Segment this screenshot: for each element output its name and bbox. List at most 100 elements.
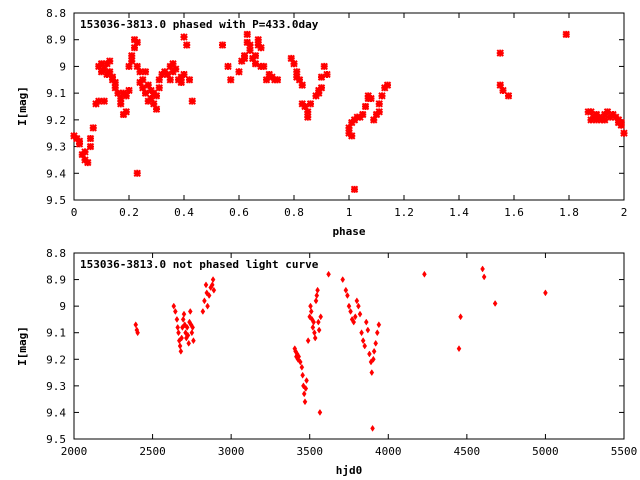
unphased-panel: 153036-3813.0 not phased light curve hjd…: [16, 247, 637, 477]
unphased-ytick-label: 9.2: [46, 353, 66, 366]
phased-data-point: [246, 46, 254, 55]
unphased-points: [133, 265, 548, 432]
phased-data-point: [152, 105, 161, 113]
phased-data-point: [188, 97, 196, 105]
phased-panel: 153036-3813.0 phased with P=433.0day pha…: [16, 7, 628, 238]
unphased-data-point: [173, 308, 178, 315]
unphased-data-point: [369, 369, 375, 377]
unphased-data-point: [348, 308, 353, 315]
phased-points: [70, 30, 628, 194]
unphased-xtick-label: 4500: [454, 445, 481, 458]
unphased-xtick-label: 4000: [375, 445, 402, 458]
unphased-data-point: [326, 270, 331, 278]
phased-data-point: [499, 86, 507, 95]
phased-data-point: [163, 70, 172, 79]
unphased-data-point: [356, 302, 361, 310]
phased-data-point: [246, 41, 254, 49]
phased-data-point: [317, 73, 326, 81]
unphased-xtick-label: 2000: [61, 445, 88, 458]
unphased-data-point: [370, 424, 375, 432]
phased-ylabel: I[mag]: [16, 86, 29, 126]
phased-data-point: [251, 52, 260, 60]
phased-data-point: [97, 60, 106, 68]
phased-data-point: [86, 134, 95, 143]
phased-data-point: [155, 76, 163, 84]
unphased-data-point: [492, 300, 498, 307]
phased-data-point: [152, 92, 161, 100]
unphased-ytick-label: 9.4: [46, 406, 66, 419]
unphased-data-point: [456, 345, 462, 353]
phased-data-point: [125, 86, 133, 95]
phased-data-point: [383, 81, 392, 89]
phased-data-point: [122, 108, 130, 116]
phased-data-point: [601, 116, 609, 124]
phased-data-point: [81, 148, 89, 156]
phased-ytick-label: 9: [59, 60, 66, 73]
unphased-data-point: [374, 329, 380, 337]
phased-data-point: [240, 54, 249, 63]
phased-data-point: [295, 76, 304, 84]
unphased-data-point: [181, 310, 187, 318]
phased-data-point: [254, 36, 262, 44]
phased-xtick-label: 1.4: [449, 206, 469, 219]
phased-data-point: [75, 140, 84, 148]
unphased-data-point: [308, 308, 314, 315]
phased-data-point: [257, 44, 265, 52]
unphased-data-point: [363, 318, 369, 326]
unphased-xtick-label: 5000: [532, 445, 559, 458]
phased-data-point: [298, 81, 306, 89]
unphased-ytick-label: 8.9: [46, 274, 66, 287]
unphased-data-point: [312, 329, 317, 337]
phased-xtick-label: 1.8: [559, 206, 579, 219]
unphased-data-point: [135, 329, 140, 337]
phased-data-point: [111, 78, 119, 87]
unphased-xlabel: hjd0: [336, 464, 363, 477]
unphased-data-point: [305, 337, 311, 345]
phased-data-point: [345, 124, 353, 132]
phased-ytick-label: 8.8: [46, 7, 66, 20]
unphased-data-point: [376, 321, 382, 329]
phased-data-point: [603, 108, 612, 116]
phased-data-point: [108, 73, 117, 81]
unphased-data-point: [351, 318, 357, 326]
phased-data-point: [378, 92, 386, 100]
unphased-data-point: [481, 273, 487, 281]
phased-data-point: [133, 169, 141, 177]
phased-data-point: [370, 116, 378, 124]
unphased-data-point: [373, 339, 379, 347]
unphased-xtick-label: 3000: [218, 445, 245, 458]
unphased-ytick-label: 9.3: [46, 380, 66, 393]
unphased-data-point: [340, 276, 346, 284]
phased-data-point: [128, 57, 136, 65]
phased-ytick-label: 9.2: [46, 114, 66, 127]
phased-data-point: [243, 30, 251, 39]
phased-data-point: [139, 76, 147, 84]
unphased-data-point: [175, 323, 181, 331]
phased-xtick-label: 0.8: [284, 206, 304, 219]
unphased-data-point: [171, 302, 177, 310]
phased-data-point: [100, 97, 108, 105]
unphased-data-point: [354, 297, 360, 305]
unphased-data-point: [310, 323, 316, 331]
phased-data-point: [304, 108, 312, 116]
phased-data-point: [504, 92, 513, 100]
unphased-data-point: [187, 308, 193, 315]
unphased-data-point: [543, 289, 548, 297]
phased-ytick-label: 9.4: [46, 167, 66, 180]
unphased-data-point: [178, 347, 184, 355]
phased-data-point: [130, 44, 139, 52]
unphased-data-point: [177, 342, 183, 350]
unphased-data-point: [371, 347, 377, 355]
phased-xlabel: phase: [332, 225, 365, 238]
unphased-data-point: [190, 323, 195, 331]
unphased-data-point: [422, 270, 427, 278]
phased-data-point: [89, 124, 97, 132]
phased-data-point: [84, 158, 92, 167]
unphased-data-point: [365, 326, 371, 334]
unphased-data-point: [345, 292, 350, 299]
unphased-data-point: [180, 315, 186, 323]
phased-data-point: [562, 30, 570, 39]
unphased-data-point: [458, 313, 463, 321]
unphased-data-point: [189, 329, 195, 337]
